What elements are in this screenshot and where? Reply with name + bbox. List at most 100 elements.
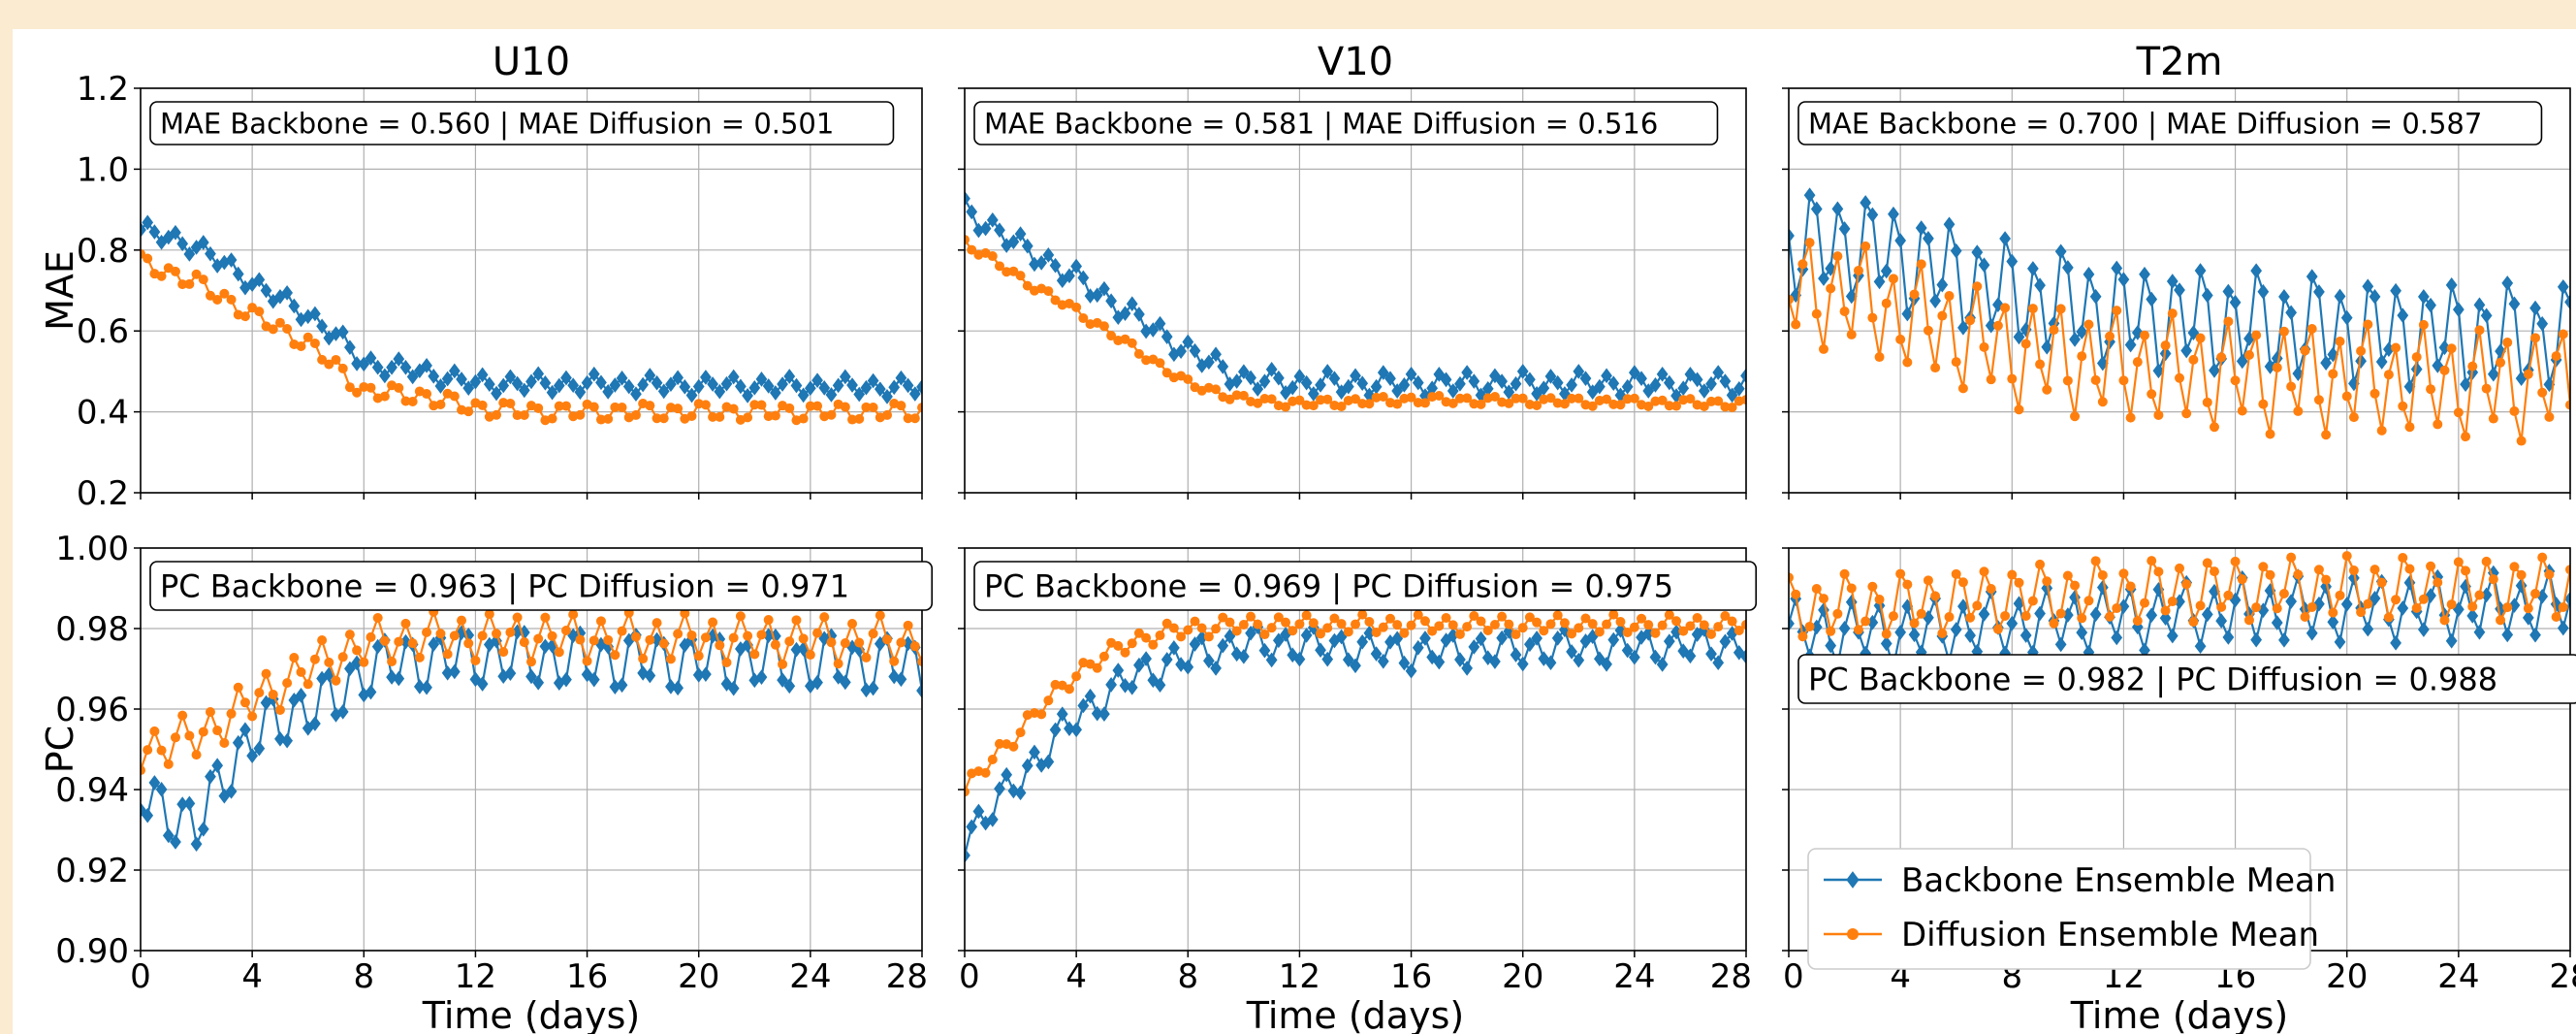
backbone-marker bbox=[2146, 607, 2158, 624]
diffusion-marker bbox=[1532, 617, 1542, 628]
backbone-marker bbox=[546, 384, 558, 401]
diffusion-marker bbox=[366, 382, 376, 393]
diffusion-marker bbox=[2481, 556, 2492, 566]
backbone-marker bbox=[1300, 374, 1313, 391]
backbone-marker bbox=[1342, 378, 1354, 395]
diffusion-marker bbox=[1867, 581, 1878, 592]
diffusion-marker bbox=[665, 654, 676, 664]
backbone-marker bbox=[707, 376, 718, 392]
diffusion-marker bbox=[407, 397, 418, 407]
backbone-marker bbox=[1825, 261, 1837, 276]
diffusion-marker bbox=[2105, 611, 2115, 622]
backbone-marker bbox=[1663, 633, 1675, 649]
backbone-marker bbox=[860, 379, 873, 396]
diffusion-marker bbox=[2306, 324, 2317, 335]
backbone-marker bbox=[1007, 234, 1020, 250]
backbone-marker bbox=[1070, 258, 1083, 275]
diffusion-marker bbox=[2077, 351, 2087, 362]
diffusion-marker bbox=[366, 631, 376, 642]
diffusion-marker bbox=[1832, 251, 1843, 262]
y-tick-label: 0.94 bbox=[55, 771, 129, 810]
diffusion-marker bbox=[1196, 623, 1207, 633]
diffusion-marker bbox=[1615, 400, 1626, 410]
diffusion-marker bbox=[582, 656, 592, 666]
diffusion-marker bbox=[324, 359, 334, 370]
backbone-marker bbox=[1056, 706, 1068, 723]
diffusion-marker bbox=[638, 654, 649, 664]
backbone-marker bbox=[1021, 238, 1034, 254]
diffusion-marker bbox=[1392, 399, 1403, 409]
diffusion-marker bbox=[1224, 394, 1235, 404]
diffusion-marker bbox=[2265, 429, 2275, 439]
diffusion-marker bbox=[1336, 402, 1347, 412]
diffusion-marker bbox=[1454, 629, 1465, 639]
diffusion-marker bbox=[372, 612, 383, 623]
backbone-marker bbox=[518, 382, 530, 399]
diffusion-marker bbox=[658, 413, 669, 424]
diffusion-marker bbox=[2530, 588, 2541, 598]
diffusion-marker bbox=[1539, 626, 1549, 636]
diffusion-marker bbox=[394, 636, 404, 647]
diffusion-marker bbox=[1336, 619, 1347, 630]
backbone-marker bbox=[797, 387, 810, 404]
backbone-marker bbox=[979, 220, 992, 237]
diffusion-marker bbox=[896, 637, 906, 648]
backbone-marker bbox=[2278, 289, 2290, 305]
diffusion-marker bbox=[1351, 394, 1360, 404]
backbone-marker bbox=[1649, 377, 1662, 393]
backbone-marker bbox=[2306, 625, 2318, 641]
diffusion-marker bbox=[1133, 348, 1144, 359]
diffusion-marker bbox=[2537, 387, 2548, 398]
diffusion-marker bbox=[2007, 373, 2018, 384]
backbone-marker bbox=[504, 665, 517, 681]
diffusion-marker bbox=[268, 324, 278, 335]
diffusion-marker bbox=[1733, 625, 1744, 635]
diffusion-marker bbox=[1343, 627, 1353, 637]
diffusion-marker bbox=[763, 615, 774, 626]
backbone-marker bbox=[1203, 653, 1215, 669]
backbone-marker bbox=[916, 683, 922, 698]
diffusion-marker bbox=[1622, 627, 1633, 637]
diffusion-marker bbox=[784, 636, 795, 647]
backbone-marker bbox=[679, 637, 691, 654]
diffusion-marker bbox=[2426, 384, 2436, 395]
backbone-marker bbox=[1237, 364, 1250, 380]
backbone-marker bbox=[637, 665, 650, 681]
backbone-marker bbox=[239, 722, 251, 738]
backbone-marker bbox=[2278, 632, 2290, 648]
backbone-marker bbox=[365, 350, 377, 366]
diffusion-marker bbox=[414, 652, 425, 662]
diffusion-marker bbox=[1720, 402, 1731, 412]
diffusion-marker bbox=[1168, 623, 1179, 633]
diffusion-marker bbox=[2251, 602, 2262, 613]
x-tick-label: 20 bbox=[678, 957, 719, 996]
backbone-marker bbox=[602, 384, 615, 400]
diffusion-marker bbox=[526, 657, 536, 667]
diffusion-marker bbox=[1826, 626, 1836, 636]
chart-canvas: 0.2 0.4 0.6 0.8 1.0 1.2 U10 MAE MAE Backbone = 0… bbox=[39, 40, 2576, 1034]
diffusion-marker bbox=[156, 271, 167, 281]
diffusion-marker bbox=[1888, 274, 1898, 284]
diffusion-marker bbox=[470, 655, 481, 665]
backbone-marker bbox=[804, 380, 816, 397]
diffusion-marker bbox=[309, 654, 320, 664]
diffusion-marker bbox=[868, 629, 878, 639]
backbone-marker bbox=[2306, 269, 2318, 284]
annotation-text: PC Backbone = 0.982 | PC Diffusion = 0.9… bbox=[1808, 662, 2497, 698]
diffusion-marker bbox=[610, 402, 620, 412]
diffusion-marker bbox=[595, 414, 606, 425]
backbone-marker bbox=[2362, 621, 2374, 637]
backbone-marker bbox=[770, 385, 781, 401]
panel-v10-pc: 0 4 8 12 16 20 24 28 Time (days) PC Backbone = 0.… bbox=[958, 547, 1758, 1034]
diffusion-marker bbox=[1692, 612, 1702, 623]
backbone-marker bbox=[1663, 374, 1675, 391]
diffusion-marker bbox=[1874, 352, 1885, 363]
diffusion-marker bbox=[2035, 559, 2046, 569]
backbone-marker bbox=[2139, 266, 2150, 282]
backbone-marker bbox=[567, 377, 580, 394]
backbone-marker bbox=[2201, 606, 2213, 623]
backbone-marker bbox=[1049, 722, 1062, 738]
backbone-marker bbox=[2340, 309, 2353, 326]
diffusion-marker bbox=[2496, 615, 2506, 626]
diffusion-marker bbox=[1098, 321, 1109, 332]
